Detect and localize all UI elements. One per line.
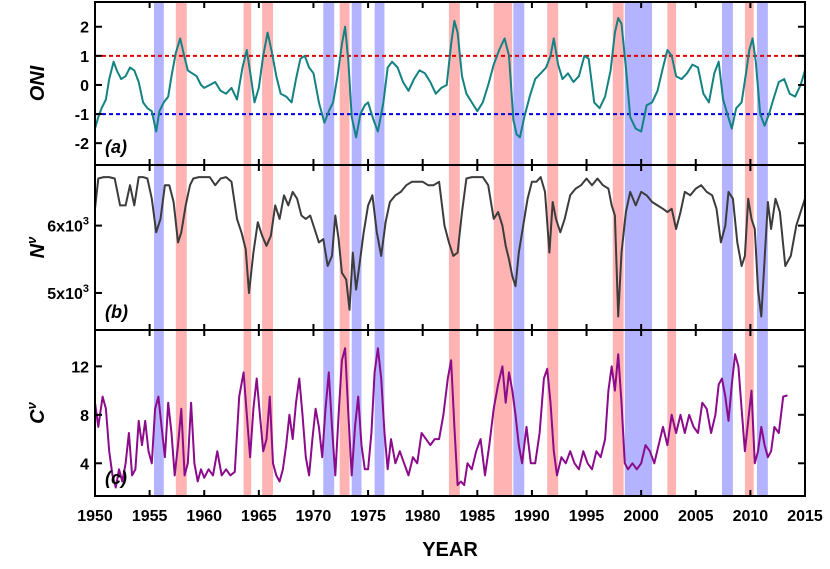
la-nina-band	[153, 2, 164, 496]
series-line	[94, 17, 806, 139]
el-nino-band	[493, 2, 513, 496]
neutron-axis-label: Nν	[24, 236, 49, 258]
oni-axis-label: ONI	[27, 65, 49, 101]
la-nina-band	[323, 2, 335, 496]
y-tick-label: 6x103	[47, 216, 89, 236]
panel-tag: (b)	[105, 302, 128, 322]
y-tick-label: 2	[80, 20, 89, 37]
y-tick-label: 0	[80, 78, 89, 95]
el-nino-band	[448, 2, 460, 496]
y-tick-exponent: 3	[83, 216, 89, 228]
y-axis-title-text: C	[27, 409, 49, 424]
el-nino-band	[612, 2, 624, 496]
x-tick-label: 1985	[460, 508, 496, 525]
y-tick-label: -2	[75, 136, 89, 153]
panel-tag: (a)	[105, 137, 127, 157]
x-tick-label: 2005	[678, 508, 714, 525]
x-tick-label: 1980	[405, 508, 441, 525]
y-axis-title-superscript: ν	[24, 401, 39, 409]
y-tick-label: 1	[80, 49, 89, 66]
el-nino-band	[339, 2, 350, 496]
x-tick-label: 1970	[296, 508, 332, 525]
series-line	[94, 347, 788, 489]
x-tick-label: 2015	[787, 508, 823, 525]
x-tick-label: 1960	[186, 508, 222, 525]
series-line	[94, 176, 806, 318]
la-nina-band	[721, 2, 733, 496]
x-tick-label: 1990	[514, 508, 550, 525]
x-tick-label: 1965	[241, 508, 277, 525]
x-tick-label: 1995	[569, 508, 605, 525]
cv-axis-label: Cν	[24, 401, 49, 423]
y-axis-title-superscript: ν	[24, 236, 39, 244]
la-nina-band	[624, 2, 653, 496]
y-tick-label: 12	[71, 359, 89, 376]
panel-tag: (c)	[105, 468, 127, 488]
x-axis: 1950 1955 1960 1965 1970 1975 1980 1985 1990 1995…	[77, 508, 823, 561]
y-tick-mantissa: 5x10	[47, 286, 83, 303]
el-nino-band	[547, 2, 559, 496]
panel-frame	[94, 329, 806, 497]
el-nino-band	[243, 2, 252, 496]
x-tick-label: 1955	[132, 508, 168, 525]
el-nino-band	[175, 2, 187, 496]
x-tick-label: 1975	[350, 508, 386, 525]
y-tick-label: 4	[80, 456, 89, 473]
y-tick-label: 8	[80, 408, 89, 425]
panel-1: -2 -1 0 1 2 (a) ONI	[27, 1, 806, 166]
la-nina-band	[351, 2, 362, 496]
panel-3: 4 8 12 (c) Cν	[24, 329, 806, 497]
el-nino-band	[744, 2, 754, 496]
y-axis-title-text: ONI	[27, 65, 49, 101]
y-axis-title-text: N	[27, 243, 49, 258]
el-nino-band	[667, 2, 677, 496]
y-tick-exponent: 3	[83, 283, 89, 295]
x-axis-title: YEAR	[422, 539, 478, 561]
y-tick-label: 5x103	[47, 283, 89, 303]
el-nino-band	[262, 2, 274, 496]
x-tick-label: 2010	[733, 508, 769, 525]
y-tick-label: -1	[75, 107, 89, 124]
la-nina-band	[756, 2, 768, 496]
x-tick-label: 2000	[623, 508, 659, 525]
x-tick-label: 1950	[77, 508, 113, 525]
y-tick-mantissa: 6x10	[47, 219, 83, 236]
